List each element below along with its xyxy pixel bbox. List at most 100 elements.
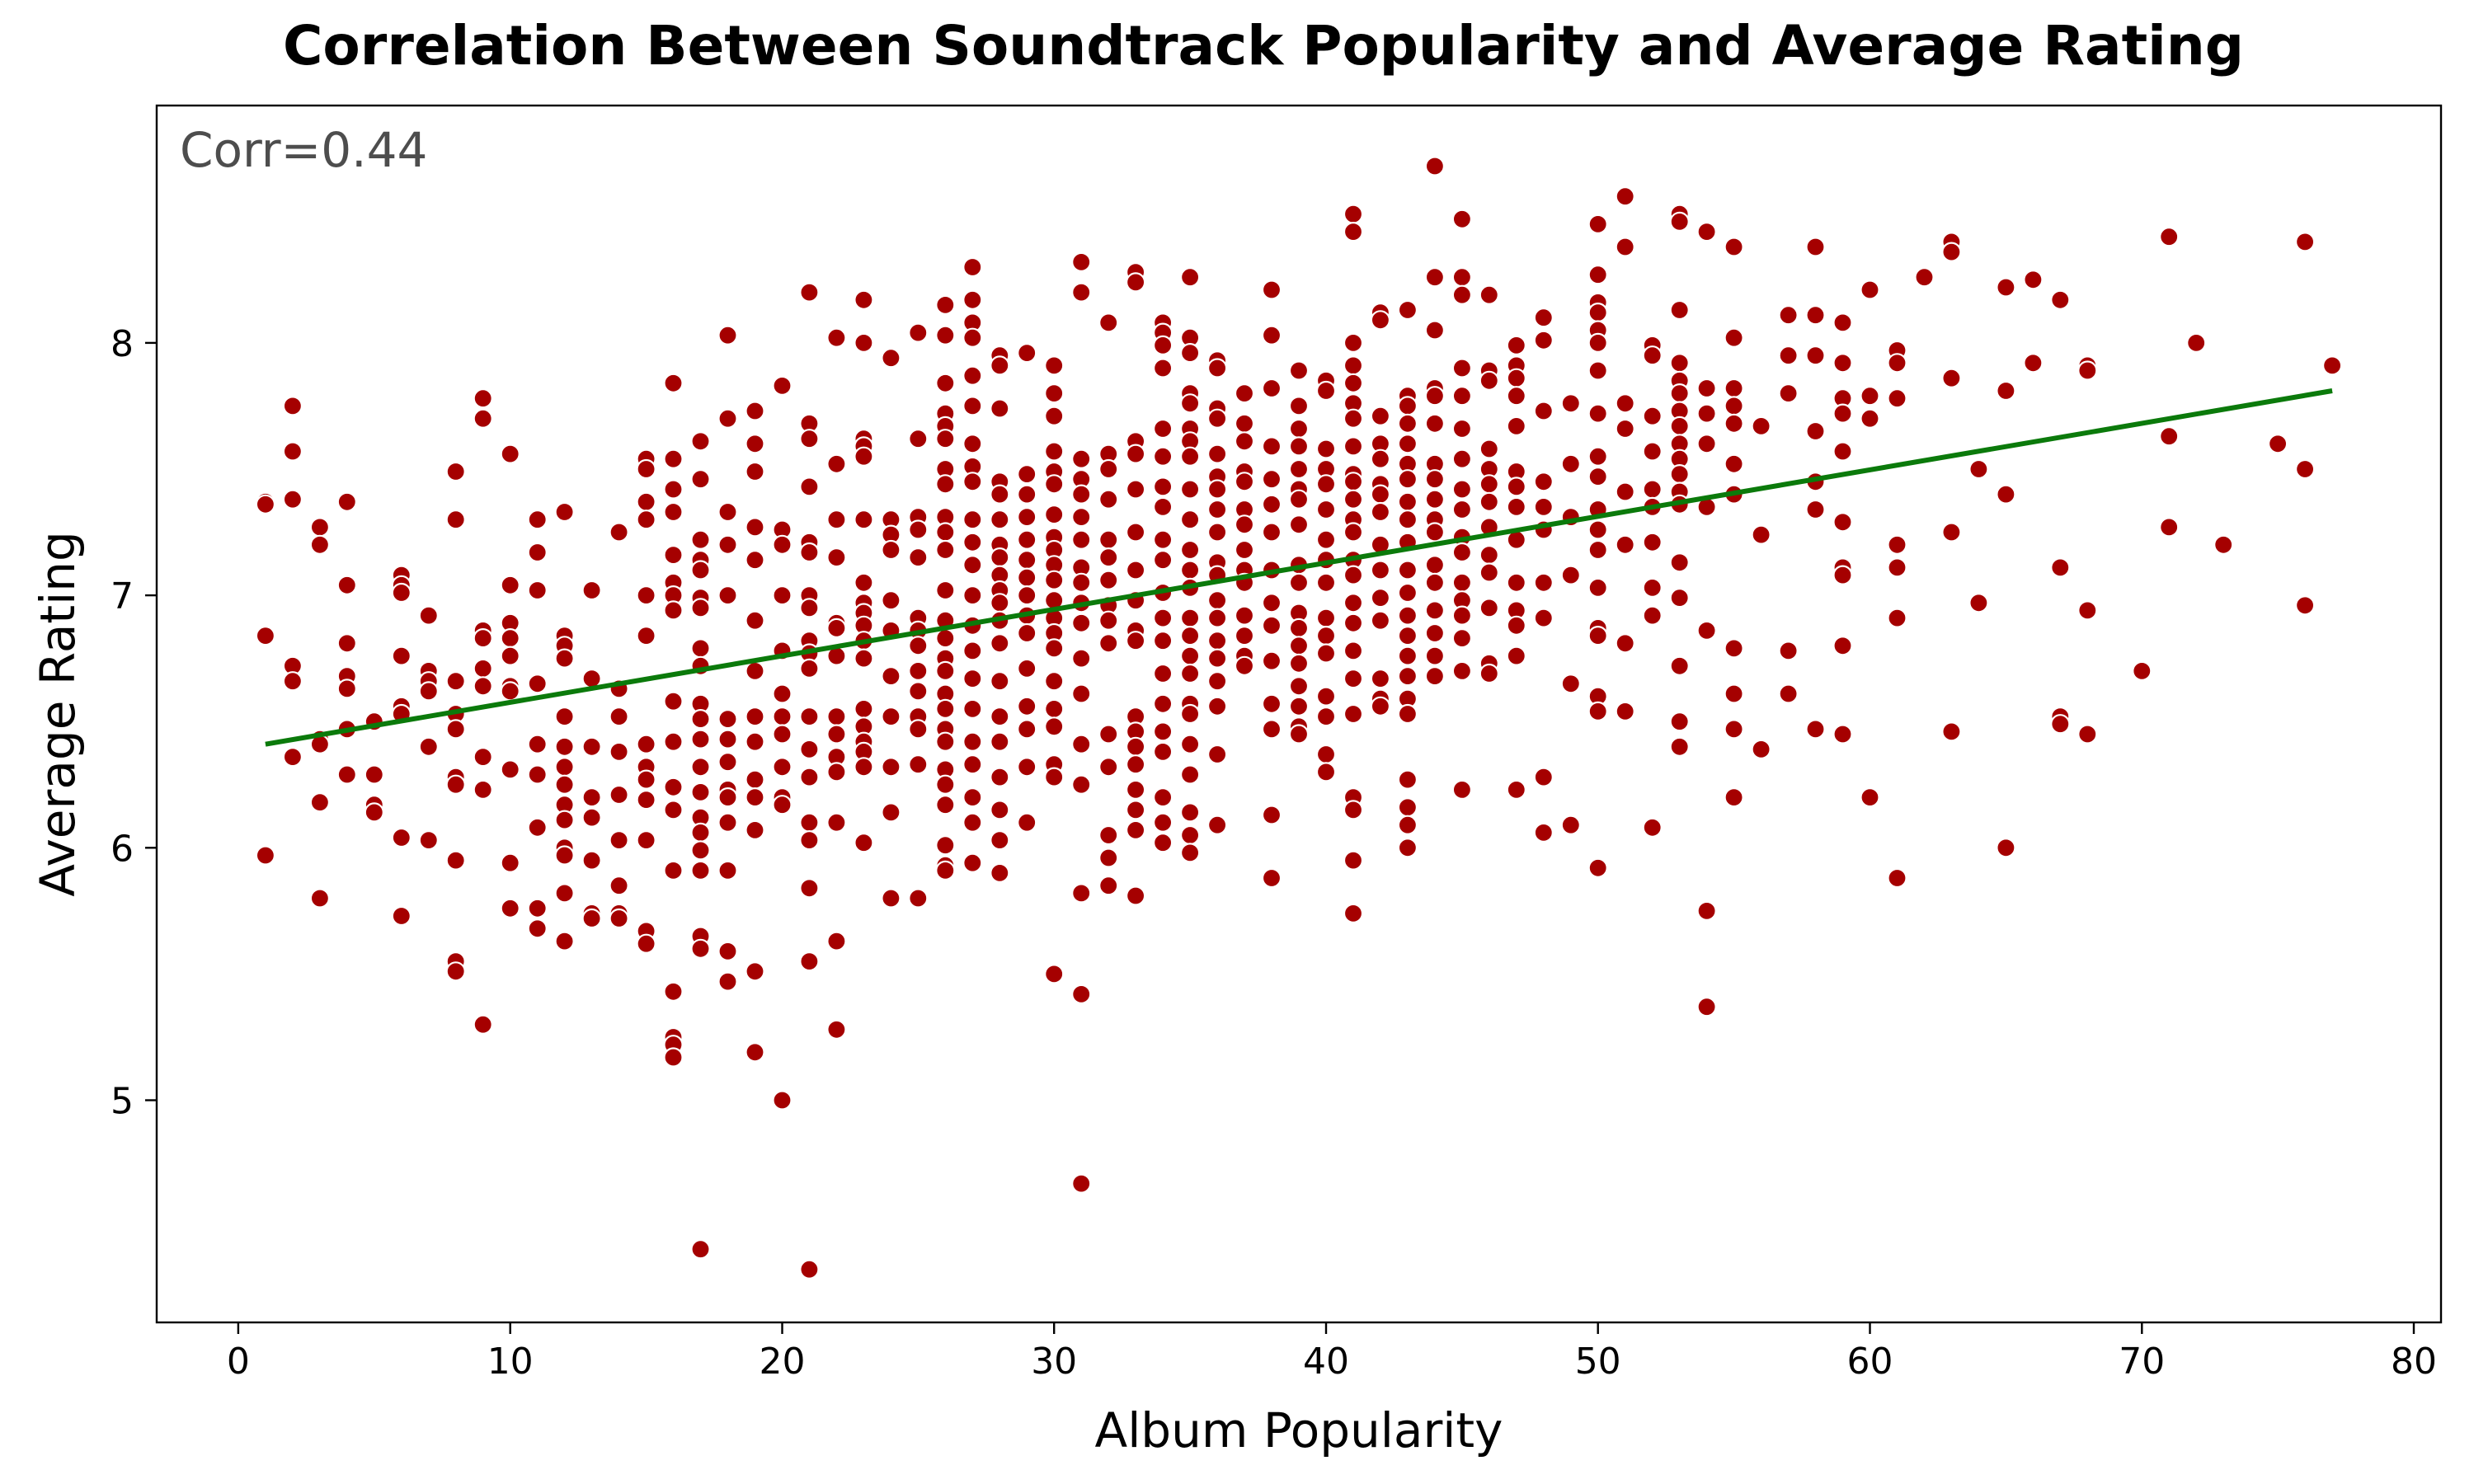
data-point [1479, 370, 1499, 391]
data-point [1044, 638, 1065, 659]
data-point [1587, 577, 1608, 599]
data-point [1044, 441, 1065, 462]
data-point [881, 539, 901, 561]
data-point [636, 510, 656, 530]
data-point [935, 325, 956, 345]
data-point [1996, 380, 2016, 402]
data-point [1451, 605, 1473, 626]
data-point [799, 282, 820, 303]
data-point [527, 898, 548, 918]
data-point [1587, 701, 1608, 722]
data-point [1044, 355, 1065, 376]
data-point [1179, 843, 1201, 863]
data-point [1206, 444, 1228, 464]
data-point [1017, 719, 1037, 740]
data-point [1669, 353, 1690, 373]
data-point [391, 582, 412, 603]
data-point [527, 918, 548, 939]
data-point [717, 812, 738, 833]
data-point [1179, 267, 1201, 288]
data-point [1234, 539, 1255, 561]
data-point [1479, 663, 1499, 684]
data-point [1587, 625, 1608, 646]
data-point [1071, 448, 1092, 469]
data-point [1669, 552, 1690, 573]
data-point [1234, 431, 1255, 452]
data-point [636, 458, 656, 480]
data-point [990, 633, 1010, 654]
data-point [1179, 824, 1201, 846]
data-point [1071, 484, 1092, 505]
data-point [1506, 386, 1526, 406]
data-point [1397, 434, 1418, 454]
data-point [1261, 867, 1282, 889]
data-point [1724, 396, 1744, 416]
data-point [473, 746, 493, 768]
data-point [1288, 724, 1310, 744]
data-point [1397, 469, 1418, 490]
data-point [990, 398, 1010, 419]
data-point [935, 474, 956, 495]
data-point [1560, 674, 1581, 694]
data-point [1152, 477, 1174, 497]
data-point [1261, 325, 1282, 345]
data-point [282, 489, 303, 510]
data-point [1724, 719, 1744, 740]
data-point [1451, 267, 1473, 288]
data-point [1587, 360, 1608, 381]
data-point [2077, 724, 2098, 744]
data-point [1017, 567, 1037, 588]
data-point [1234, 514, 1255, 535]
data-point [717, 325, 738, 345]
data-point [1506, 779, 1526, 801]
data-point [282, 671, 303, 692]
data-point [1805, 719, 1826, 740]
data-point [962, 510, 983, 530]
data-point [1044, 504, 1065, 525]
data-point [962, 365, 983, 386]
data-point [554, 810, 575, 830]
data-point [745, 731, 765, 752]
y-tick-label: 8 [111, 323, 134, 365]
data-point [1506, 477, 1526, 497]
data-point [1424, 156, 1446, 176]
data-point [854, 332, 874, 353]
data-point [391, 905, 412, 927]
data-point [1044, 698, 1065, 720]
data-point [1941, 522, 1962, 542]
data-point [799, 951, 820, 972]
data-point [1152, 721, 1174, 742]
data-point [2077, 600, 2098, 621]
data-point [1506, 615, 1526, 636]
data-point [1017, 550, 1037, 571]
data-point [1098, 633, 1119, 654]
data-point [2213, 534, 2234, 555]
data-point [1179, 802, 1201, 823]
data-point [1098, 570, 1119, 590]
data-point [854, 572, 874, 593]
data-point [1044, 671, 1065, 692]
data-point [1152, 833, 1174, 853]
correlation-annotation: Corr=0.44 [180, 122, 427, 178]
data-point [1261, 593, 1282, 613]
data-point [1206, 408, 1228, 429]
data-point [1887, 608, 1907, 628]
data-point [717, 971, 738, 992]
data-point [1587, 265, 1608, 285]
data-point [1832, 636, 1853, 656]
y-axis-label: Average Rating [30, 531, 86, 897]
data-point [908, 322, 929, 343]
data-point [990, 510, 1010, 530]
data-point [1669, 416, 1690, 437]
data-point [1832, 312, 1853, 333]
data-point [1805, 237, 1826, 257]
data-point [990, 671, 1010, 692]
data-point [609, 908, 629, 929]
data-point [854, 289, 874, 310]
data-point [881, 757, 901, 777]
data-point [1261, 436, 1282, 457]
data-point [1234, 413, 1255, 434]
data-point [1424, 555, 1446, 575]
data-point [1343, 436, 1364, 457]
y-tick-label: 7 [111, 575, 134, 618]
